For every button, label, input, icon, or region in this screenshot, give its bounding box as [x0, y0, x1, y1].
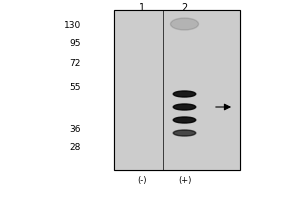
Text: 95: 95 [70, 40, 81, 48]
Text: 72: 72 [70, 60, 81, 68]
Ellipse shape [173, 91, 196, 97]
Bar [114, 10, 240, 170]
Ellipse shape [173, 130, 196, 136]
Text: 36: 36 [70, 126, 81, 134]
Ellipse shape [173, 104, 196, 110]
Ellipse shape [173, 117, 196, 123]
Text: 28: 28 [70, 144, 81, 152]
Text: 1: 1 [140, 3, 146, 13]
Bar [114, 10, 240, 170]
Text: 130: 130 [64, 21, 81, 30]
Text: (-): (-) [138, 176, 147, 185]
Text: 2: 2 [182, 3, 188, 13]
Text: 55: 55 [70, 83, 81, 92]
Text: (+): (+) [178, 176, 191, 185]
Ellipse shape [170, 18, 199, 30]
